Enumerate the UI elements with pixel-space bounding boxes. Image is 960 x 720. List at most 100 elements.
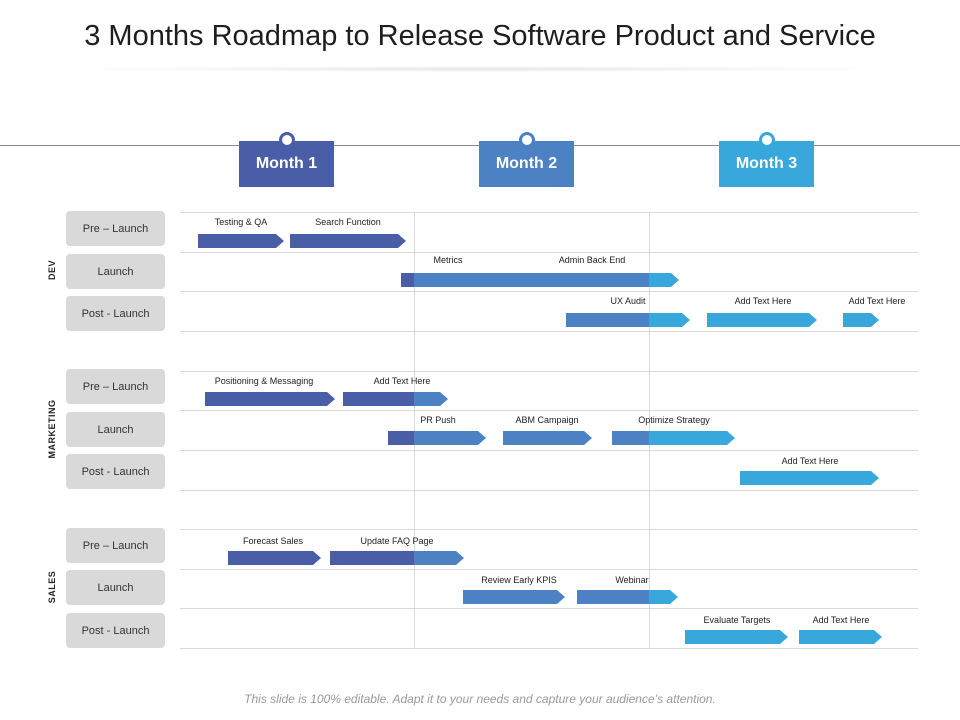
phase-launch: Launch bbox=[66, 570, 165, 605]
month-divider bbox=[414, 212, 415, 649]
row-line bbox=[180, 371, 918, 372]
task-bar bbox=[566, 313, 690, 327]
row-line bbox=[180, 291, 918, 292]
task-bar bbox=[503, 431, 592, 445]
task-label: ABM Campaign bbox=[515, 415, 579, 425]
task-bar-segment bbox=[799, 630, 882, 644]
task-bar-segment bbox=[463, 590, 565, 604]
task-bar bbox=[343, 392, 448, 406]
month-2-label: Month 2 bbox=[495, 155, 558, 172]
task-label: Admin Back End bbox=[558, 255, 626, 265]
task-bar bbox=[612, 431, 735, 445]
task-bar bbox=[577, 590, 678, 604]
task-bar-segment bbox=[228, 551, 321, 565]
month-2-pin bbox=[519, 132, 535, 148]
task-label: Testing & QA bbox=[214, 217, 268, 227]
row-line bbox=[180, 331, 918, 332]
task-label: Evaluate Targets bbox=[703, 615, 771, 625]
phase-post-launch: Post - Launch bbox=[66, 454, 165, 489]
task-bar-segment bbox=[414, 273, 649, 287]
task-bar bbox=[685, 630, 788, 644]
task-label: Search Function bbox=[315, 217, 381, 227]
group-label-dev: DEV bbox=[47, 260, 57, 281]
task-bar-segment bbox=[205, 392, 335, 406]
task-label: Add Text Here bbox=[812, 615, 870, 625]
row-line bbox=[180, 608, 918, 609]
footer-note: This slide is 100% editable. Adapt it to… bbox=[244, 692, 716, 706]
task-bar-segment bbox=[290, 234, 406, 248]
task-bar-segment bbox=[707, 313, 817, 327]
row-line bbox=[180, 490, 918, 491]
task-bar bbox=[843, 313, 879, 327]
month-2-header: Month 2 bbox=[479, 132, 574, 187]
phase-pre-launch: Pre – Launch bbox=[66, 211, 165, 246]
task-bar-segment bbox=[577, 590, 649, 604]
group-label-sales: SALES bbox=[47, 570, 57, 604]
task-bar-segment bbox=[843, 313, 879, 327]
task-bar-segment bbox=[198, 234, 284, 248]
task-bar bbox=[740, 471, 879, 485]
task-bar-segment bbox=[649, 313, 690, 327]
month-1-label: Month 1 bbox=[255, 155, 318, 172]
task-bar bbox=[463, 590, 565, 604]
task-bar-segment bbox=[685, 630, 788, 644]
task-label: UX Audit bbox=[610, 296, 646, 306]
row-line bbox=[180, 212, 918, 213]
task-bar-segment bbox=[414, 551, 464, 565]
task-label: Add Text Here bbox=[781, 456, 839, 466]
phase-launch: Launch bbox=[66, 254, 165, 289]
task-bar-segment bbox=[414, 392, 448, 406]
row-line bbox=[180, 648, 918, 649]
task-bar-segment bbox=[414, 431, 486, 445]
task-label: Positioning & Messaging bbox=[214, 376, 314, 386]
month-3-label: Month 3 bbox=[735, 155, 798, 172]
task-bar-segment bbox=[649, 590, 678, 604]
task-bar bbox=[388, 431, 486, 445]
month-3-header: Month 3 bbox=[719, 132, 814, 187]
page-title: 3 Months Roadmap to Release Software Pro… bbox=[84, 20, 876, 52]
month-3-pin bbox=[759, 132, 775, 148]
task-bar-segment bbox=[330, 551, 414, 565]
task-bar-segment bbox=[612, 431, 649, 445]
task-bar bbox=[290, 234, 406, 248]
task-label: Add Text Here bbox=[734, 296, 792, 306]
task-label: Metrics bbox=[433, 255, 463, 265]
month-divider bbox=[649, 212, 650, 649]
month-1-pin bbox=[279, 132, 295, 148]
task-label: Forecast Sales bbox=[242, 536, 304, 546]
task-bar-segment bbox=[401, 273, 414, 287]
task-label: Add Text Here bbox=[848, 296, 906, 306]
phase-pre-launch: Pre – Launch bbox=[66, 528, 165, 563]
task-label: Review Early KPIS bbox=[481, 575, 557, 585]
task-label: Update FAQ Page bbox=[360, 536, 434, 546]
row-line bbox=[180, 450, 918, 451]
row-line bbox=[180, 569, 918, 570]
task-bar bbox=[330, 551, 464, 565]
phase-post-launch: Post - Launch bbox=[66, 613, 165, 648]
task-bar bbox=[198, 234, 284, 248]
task-label: Optimize Strategy bbox=[638, 415, 710, 425]
phase-pre-launch: Pre – Launch bbox=[66, 369, 165, 404]
phase-launch: Launch bbox=[66, 412, 165, 447]
row-line bbox=[180, 529, 918, 530]
month-1-header: Month 1 bbox=[239, 132, 334, 187]
task-bar bbox=[228, 551, 321, 565]
task-label: Webinar bbox=[615, 575, 649, 585]
task-bar-segment bbox=[566, 313, 649, 327]
phase-post-launch: Post - Launch bbox=[66, 296, 165, 331]
task-label: Add Text Here bbox=[373, 376, 431, 386]
task-bar-segment bbox=[503, 431, 592, 445]
row-line bbox=[180, 410, 918, 411]
task-bar-segment bbox=[388, 431, 414, 445]
task-label: PR Push bbox=[420, 415, 456, 425]
task-bar bbox=[205, 392, 335, 406]
task-bar-segment bbox=[649, 431, 735, 445]
task-bar-segment bbox=[740, 471, 879, 485]
task-bar bbox=[401, 273, 679, 287]
task-bar-segment bbox=[649, 273, 679, 287]
title-shadow bbox=[60, 66, 900, 72]
group-label-marketing: MARKETING bbox=[47, 399, 57, 459]
task-bar bbox=[799, 630, 882, 644]
task-bar bbox=[707, 313, 817, 327]
row-line bbox=[180, 252, 918, 253]
